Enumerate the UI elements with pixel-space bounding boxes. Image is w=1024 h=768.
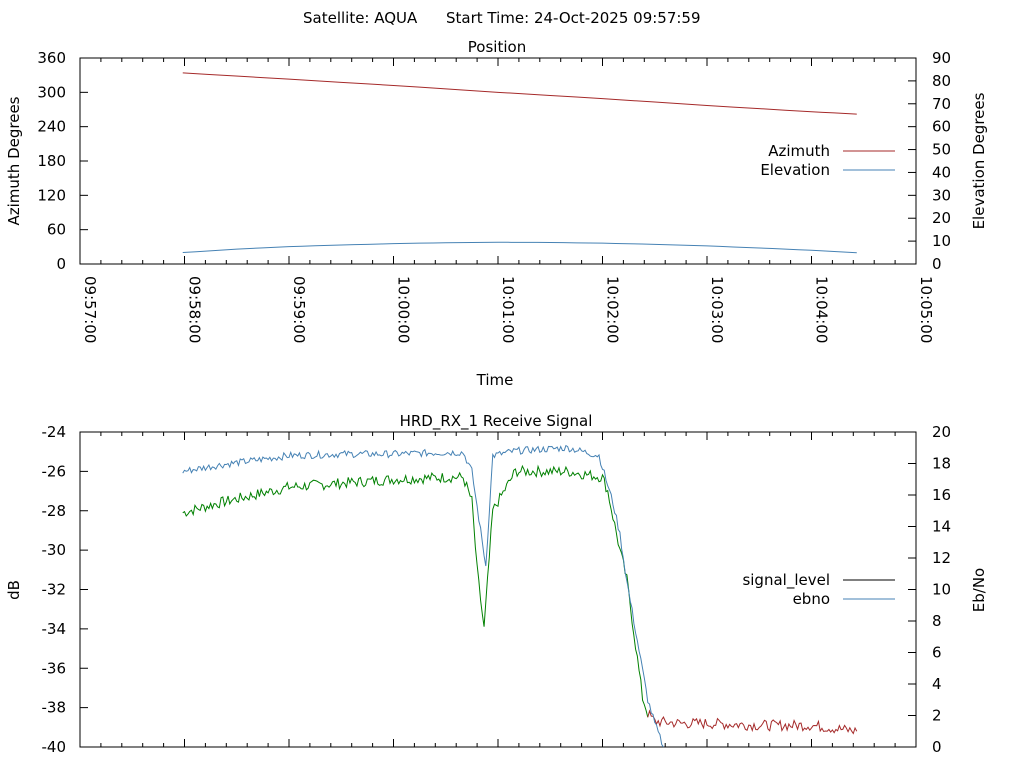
- x-tick-label: 10:02:00: [604, 276, 622, 343]
- y-tick-label: -28: [42, 502, 67, 520]
- y2-tick-label: 4: [932, 675, 942, 693]
- y-tick-label: 360: [37, 49, 66, 67]
- y2-tick-label: 18: [932, 455, 951, 473]
- signal-chart-tick-labels: -40 -38 -36 -34 -32 -30 -28 -26 -24 0 2 4 6 8 10 12 14 16…: [42, 423, 952, 756]
- y-tick-label: -32: [42, 581, 67, 599]
- y-tick-label: -40: [42, 738, 67, 756]
- y-tick-label: -36: [42, 659, 67, 677]
- y-tick-label: -26: [42, 462, 67, 480]
- signal-chart-series: [182, 444, 858, 748]
- legend-label-elevation: Elevation: [760, 161, 830, 179]
- y-tick-label: 120: [37, 186, 66, 204]
- signal-chart-title: HRD_RX_1 Receive Signal: [400, 412, 593, 431]
- series-line-Azimuth: [182, 72, 857, 115]
- x-tick-label: 10:01:00: [499, 276, 517, 343]
- y2-tick-label: 80: [932, 72, 951, 90]
- y2-tick-label: 90: [932, 49, 951, 67]
- y-tick-label: -24: [42, 423, 67, 441]
- y2-tick-label: 60: [932, 118, 951, 136]
- position-y-axis-label: Azimuth Degrees: [5, 96, 23, 225]
- y2-tick-label: 10: [932, 232, 951, 250]
- x-tick-label: 10:03:00: [708, 276, 726, 343]
- y-tick-label: -30: [42, 541, 67, 559]
- y2-tick-label: 16: [932, 486, 951, 504]
- y-tick-label: 0: [56, 255, 66, 273]
- y2-tick-label: 20: [932, 423, 951, 441]
- signal-y-axis-label: dB: [5, 580, 23, 600]
- legend-label-azimuth: Azimuth: [768, 142, 830, 160]
- position-legend: Azimuth Elevation: [760, 142, 895, 179]
- signal-plot-frame: [79, 431, 917, 748]
- y2-tick-label: 0: [932, 738, 942, 756]
- x-tick-label: 10:04:00: [813, 276, 831, 343]
- legend-label-signal-level: signal_level: [742, 571, 830, 590]
- y2-tick-label: 40: [932, 163, 951, 181]
- y2-tick-label: 10: [932, 581, 951, 599]
- series-line-signal_level: [182, 464, 649, 718]
- series-line-ebno: [182, 444, 664, 748]
- series-line-signal_level-tail: [647, 709, 858, 735]
- signal-chart-ticks: [79, 431, 917, 748]
- y2-tick-label: 50: [932, 141, 951, 159]
- y2-tick-label: 0: [932, 255, 942, 273]
- y2-tick-label: 70: [932, 95, 951, 113]
- position-x-axis-label: Time: [476, 371, 514, 389]
- y2-tick-label: 2: [932, 707, 942, 725]
- y-tick-label: 240: [37, 118, 66, 136]
- legend-label-ebno: ebno: [793, 590, 830, 608]
- y2-tick-label: 30: [932, 186, 951, 204]
- position-chart-ticks: [79, 57, 917, 265]
- y2-tick-label: 20: [932, 209, 951, 227]
- y-tick-label: 60: [47, 221, 66, 239]
- y-tick-label: 300: [37, 83, 66, 101]
- signal-legend: signal_level ebno: [742, 571, 895, 608]
- y-tick-label: 180: [37, 152, 66, 170]
- y-tick-label: -38: [42, 699, 67, 717]
- position-chart-title: Position: [468, 38, 526, 56]
- x-tick-label: 09:57:00: [81, 276, 99, 343]
- y2-tick-label: 6: [932, 644, 942, 662]
- position-plot-frame: [79, 57, 917, 265]
- x-tick-label: 10:00:00: [395, 276, 413, 343]
- signal-y2-axis-label: Eb/No: [970, 568, 988, 612]
- series-line-Elevation: [182, 241, 857, 254]
- position-y2-axis-label: Elevation Degrees: [970, 92, 988, 229]
- position-chart-series: [182, 72, 857, 254]
- y2-tick-label: 12: [932, 549, 951, 567]
- y2-tick-label: 8: [932, 612, 942, 630]
- y-tick-label: -34: [42, 620, 67, 638]
- satellite-label: Satellite: AQUA: [303, 9, 418, 27]
- y2-tick-label: 14: [932, 518, 951, 536]
- start-time-label: Start Time: 24-Oct-2025 09:57:59: [446, 9, 701, 27]
- x-tick-label: 09:59:00: [290, 276, 308, 343]
- position-chart-tick-labels: 09:57:00 09:58:00 09:59:00 10:00:00 10:01:00…: [37, 49, 951, 343]
- x-tick-label: 09:58:00: [186, 276, 204, 343]
- x-tick-label: 10:05:00: [917, 276, 935, 343]
